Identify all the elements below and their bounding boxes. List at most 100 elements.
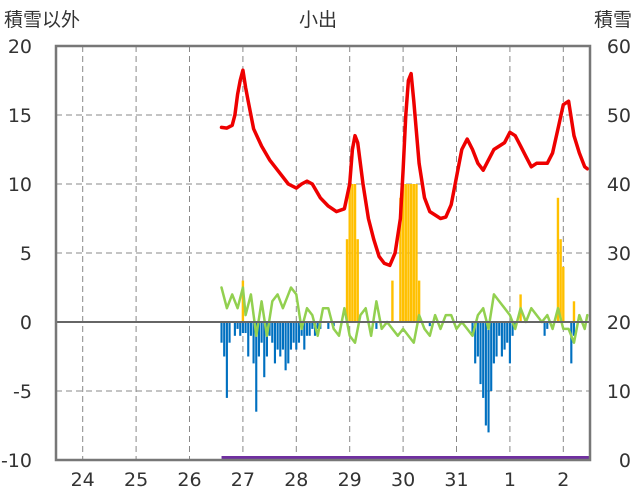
bar	[412, 184, 415, 322]
bar	[417, 280, 421, 322]
bar	[265, 322, 268, 357]
bar	[500, 322, 503, 357]
bar	[305, 322, 309, 336]
bar	[543, 322, 546, 336]
bar	[241, 280, 245, 322]
bar	[399, 197, 402, 322]
right-tick-label: 20	[607, 312, 631, 334]
series-line	[219, 68, 590, 268]
bar	[308, 322, 311, 336]
bar	[415, 184, 418, 322]
bar	[263, 322, 266, 378]
bar	[247, 322, 250, 357]
bar	[482, 322, 485, 398]
bar	[273, 322, 277, 364]
bar	[474, 322, 477, 364]
bar	[223, 322, 226, 357]
bar	[570, 322, 573, 364]
bar	[353, 184, 357, 322]
bar	[484, 322, 487, 426]
x-tick-label: 29	[338, 469, 362, 491]
bar	[279, 322, 282, 357]
axes	[54, 44, 592, 462]
x-tick-label: 26	[177, 469, 201, 491]
bar	[345, 239, 349, 322]
bar	[490, 322, 493, 391]
bar	[228, 322, 231, 343]
bar	[233, 322, 236, 336]
bar	[546, 322, 549, 329]
left-tick-label: 20	[8, 36, 32, 58]
bar	[241, 322, 244, 334]
x-tick-label: 1	[504, 469, 516, 491]
bar	[409, 184, 413, 322]
bars	[220, 184, 576, 433]
bar	[487, 322, 490, 433]
bar	[303, 322, 306, 350]
bar	[503, 322, 506, 350]
chart-title: 小出	[299, 9, 337, 31]
bar	[260, 322, 263, 343]
bar	[471, 322, 474, 336]
x-tick-label: 27	[231, 469, 255, 491]
bar	[292, 322, 295, 343]
bar	[511, 322, 514, 336]
left-tick-label: 0	[20, 312, 32, 334]
bar	[287, 322, 290, 364]
bar	[407, 184, 410, 322]
right-tick-label: 40	[607, 174, 631, 196]
right-tick-label: 30	[607, 243, 631, 265]
bar	[289, 322, 293, 350]
bar	[348, 184, 351, 322]
bar	[255, 322, 258, 412]
bar	[404, 184, 407, 322]
bar	[572, 301, 576, 322]
bar	[281, 322, 285, 350]
bar	[498, 322, 501, 336]
series-line	[220, 286, 589, 344]
series-lines	[219, 68, 591, 460]
left-tick-label: 10	[8, 174, 32, 196]
right-tick-label: 60	[607, 36, 631, 58]
left-tick-label: 15	[8, 105, 32, 127]
bar	[257, 322, 260, 357]
plot-frame	[54, 44, 592, 462]
bar	[391, 280, 394, 322]
bar	[268, 322, 271, 336]
right-tick-label: 10	[607, 381, 631, 403]
bar	[476, 322, 479, 357]
right-tick-label: 50	[607, 105, 631, 127]
bar	[479, 322, 482, 385]
bar	[249, 322, 252, 336]
x-tick-label: 28	[284, 469, 308, 491]
grid-lines	[56, 46, 590, 460]
bar	[284, 322, 287, 371]
bar	[375, 322, 378, 329]
left-tick-label: -5	[13, 381, 32, 403]
bar	[508, 322, 511, 364]
bar	[572, 322, 576, 336]
bar	[252, 322, 255, 364]
bar	[356, 239, 359, 322]
baseline-bar	[221, 456, 591, 460]
left-tick-label: -10	[1, 450, 32, 472]
x-tick-label: 24	[71, 469, 95, 491]
bar	[562, 266, 565, 322]
bar	[559, 239, 562, 322]
x-tick-label: 2	[557, 469, 569, 491]
bar	[271, 322, 274, 343]
bar	[297, 322, 301, 343]
right-axis-label: 積雪	[594, 9, 632, 31]
bar	[276, 322, 279, 350]
x-tick-label: 31	[444, 469, 468, 491]
bar	[506, 322, 509, 343]
bar	[401, 184, 405, 322]
bar	[225, 322, 228, 398]
left-axis-label: 積雪以外	[4, 9, 80, 31]
left-tick-label: 5	[20, 243, 32, 265]
bar	[316, 322, 319, 329]
right-tick-label: 0	[619, 450, 631, 472]
